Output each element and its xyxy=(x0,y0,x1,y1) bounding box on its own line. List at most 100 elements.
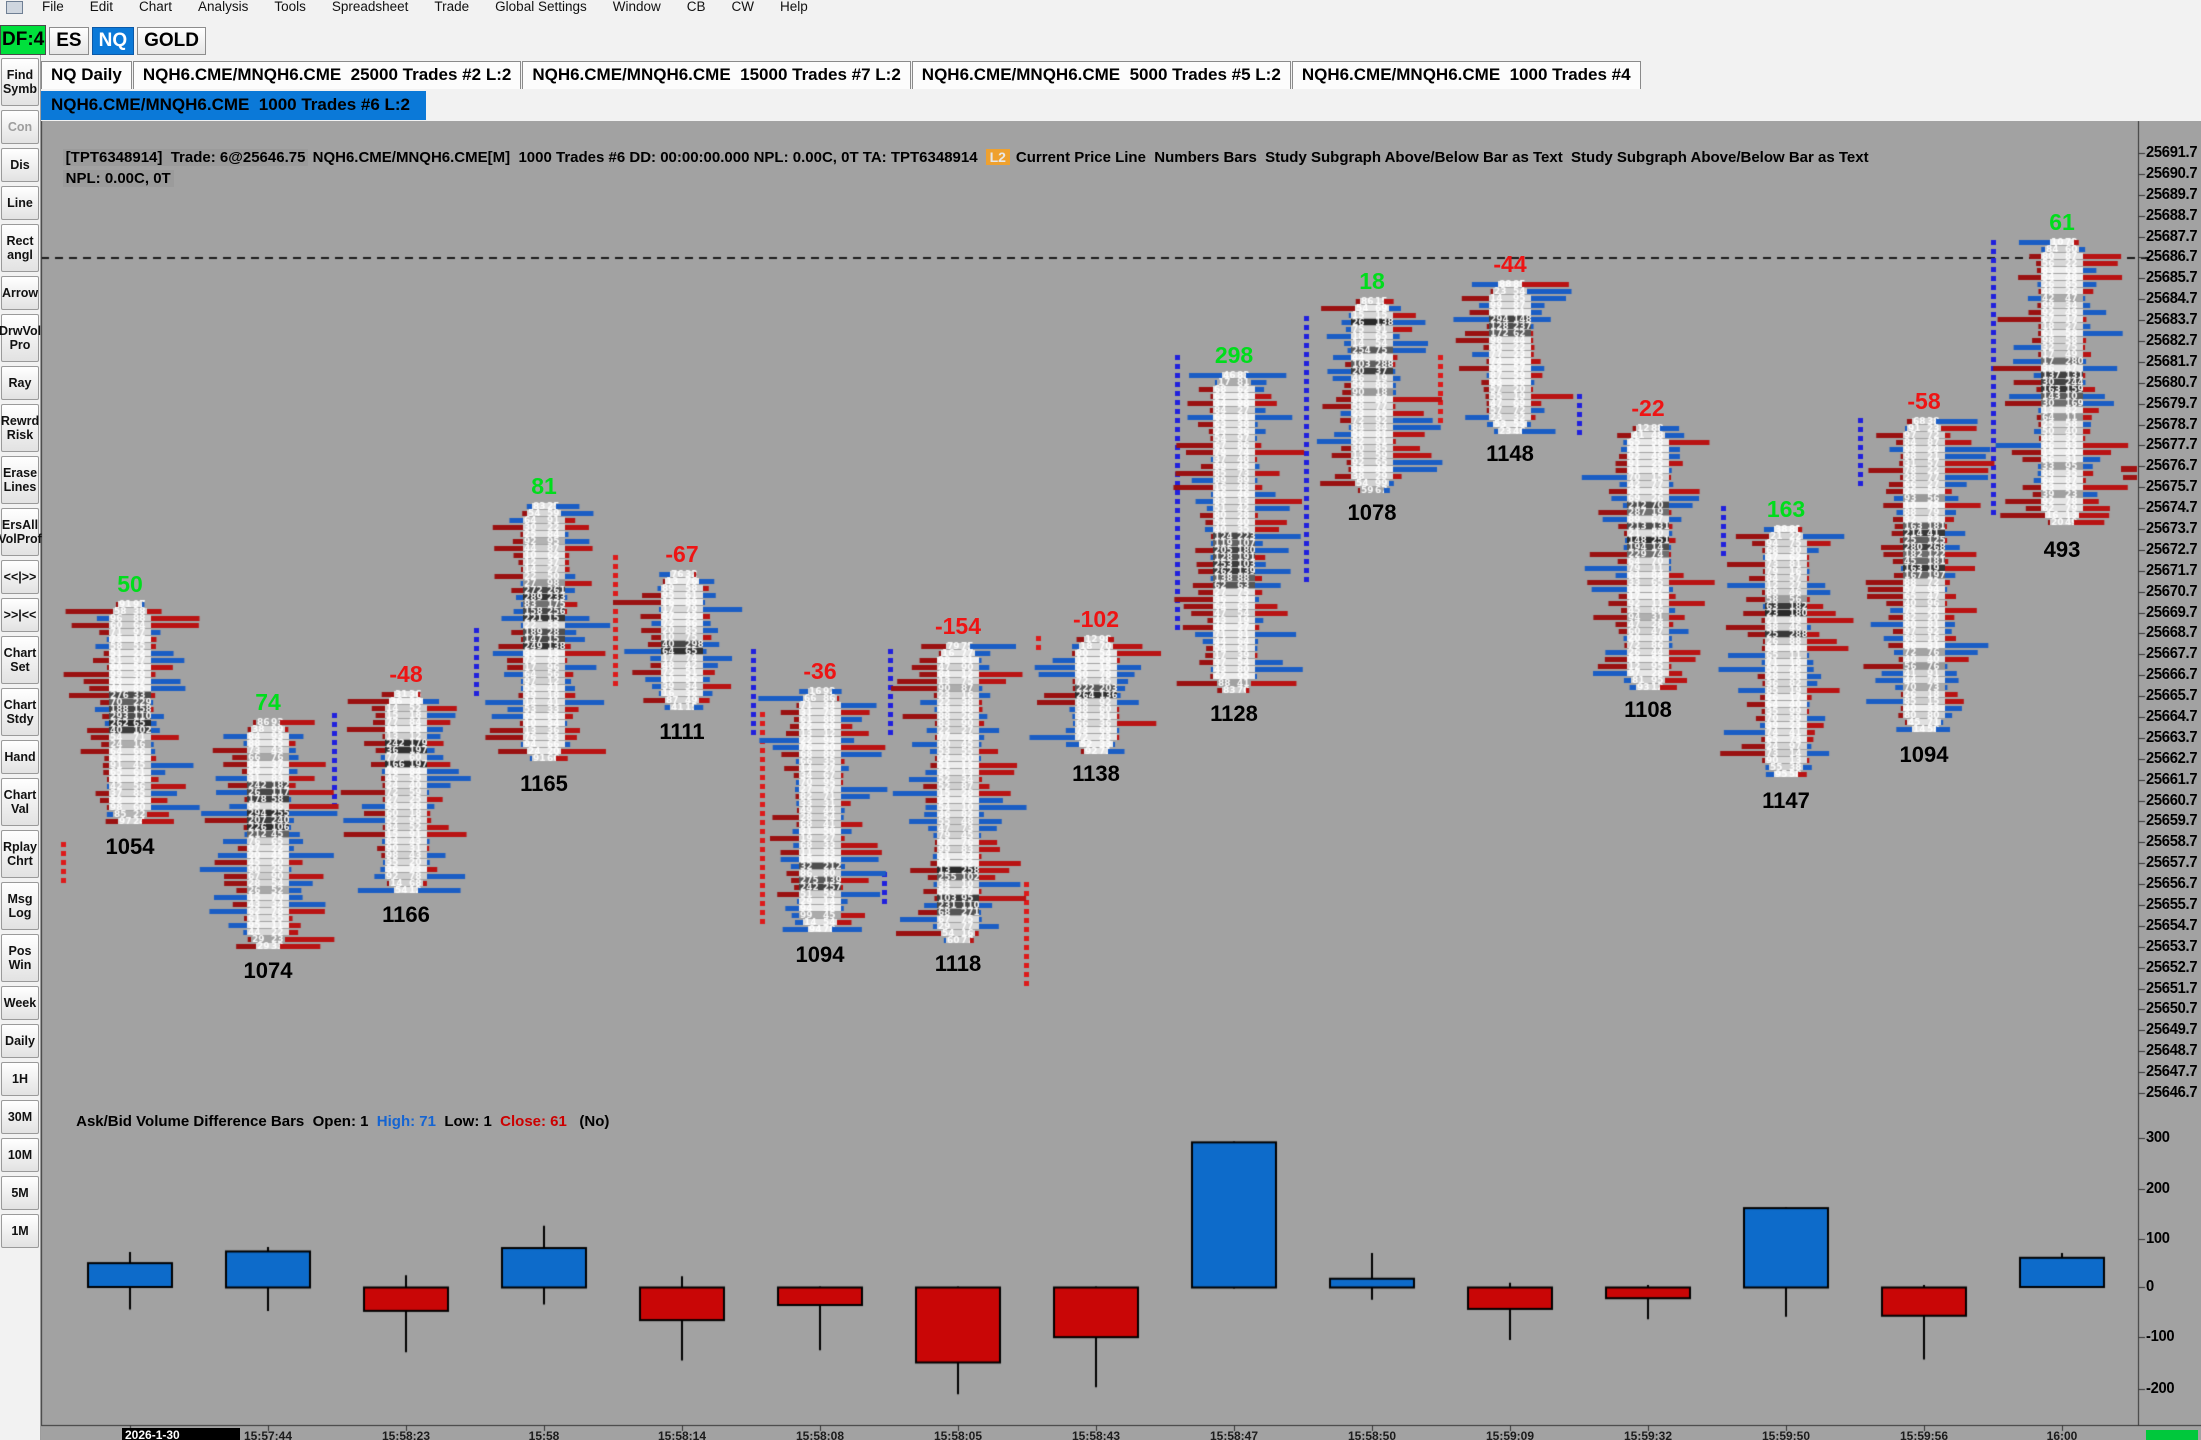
menu-trade[interactable]: Trade xyxy=(434,0,470,14)
sidebar-button-1h[interactable]: 1H xyxy=(1,1062,39,1096)
bar-volume-label: 1138 xyxy=(1072,761,1120,786)
price-axis-label: 25670.7 xyxy=(2146,582,2198,600)
time-label: 15:59:32 xyxy=(1623,1429,1673,1440)
price-axis-label: 25650.7 xyxy=(2146,1000,2198,1018)
price-axis-label: 25683.7 xyxy=(2146,311,2198,329)
time-label: 15:57:44 xyxy=(243,1429,293,1440)
sidebar-button-expand-bars[interactable]: >>|<< xyxy=(1,598,39,632)
price-axis-label: 25669.7 xyxy=(2146,603,2198,621)
chart-tab-4[interactable]: NQH6.CME/MNQH6.CME 5000 Trades #5 L:2 xyxy=(911,61,1291,89)
time-label: 16:00 xyxy=(2046,1429,2078,1440)
menu-chart[interactable]: Chart xyxy=(139,0,173,14)
sidebar-button-rectangle[interactable]: Rect angl xyxy=(1,224,39,272)
menu-tools[interactable]: Tools xyxy=(274,0,306,14)
sidebar-button-arrow[interactable]: Arrow xyxy=(1,276,39,310)
price-axis-label: 25684.7 xyxy=(2146,290,2198,308)
subgraph-open: Open: 1 xyxy=(312,1113,369,1130)
price-axis-label: 25664.7 xyxy=(2146,708,2198,726)
chart-tab-1[interactable]: NQ Daily xyxy=(41,61,132,89)
price-axis-label: 25677.7 xyxy=(2146,436,2198,454)
sidebar-button-week[interactable]: Week xyxy=(1,986,39,1020)
time-label: 15:59:50 xyxy=(1761,1429,1811,1440)
sidebar-button-draw-volume-profile[interactable]: DrwVol Pro xyxy=(0,314,41,362)
sidebar-button-connect[interactable]: Con xyxy=(1,110,39,144)
price-axis-label: 25675.7 xyxy=(2146,478,2198,496)
chart-tab-5[interactable]: NQH6.CME/MNQH6.CME 1000 Trades #4 xyxy=(1291,61,1641,89)
sidebar-button-compress-bars[interactable]: <<|>> xyxy=(1,560,39,594)
bar-delta-label: 18 xyxy=(1359,268,1385,294)
chart-tab-active[interactable]: NQH6.CME/MNQH6.CME 1000 Trades #6 L:2 xyxy=(41,90,427,120)
price-axis-label: 25666.7 xyxy=(2146,666,2198,684)
sidebar-button-hand[interactable]: Hand xyxy=(1,740,39,774)
symbol-tab-nq[interactable]: NQ xyxy=(91,27,135,55)
bar-volume-label: 1078 xyxy=(1347,500,1397,525)
chartbook-badge[interactable]: DF:4 xyxy=(0,25,47,55)
bar-delta-label: 163 xyxy=(1766,496,1806,522)
bar-volume-label: 493 xyxy=(2043,537,2081,562)
menu-cb[interactable]: CB xyxy=(686,0,706,14)
sidebar-button-erase-all-volume-profiles[interactable]: ErsAll VolProf xyxy=(0,508,42,556)
bar-volume-label: 1074 xyxy=(243,958,293,983)
sidebar-button-find-symbol[interactable]: Find Symb xyxy=(1,58,39,106)
price-axis-label: 25663.7 xyxy=(2146,728,2198,746)
menu-analysis[interactable]: Analysis xyxy=(198,0,249,14)
subgraph-last-value-badge xyxy=(2146,1430,2198,1440)
sidebar-button-chart-values[interactable]: Chart Val xyxy=(1,778,39,826)
sidebar-button-replay-chart[interactable]: Rplay Chrt xyxy=(1,830,39,878)
sidebar-button-erase-lines[interactable]: Erase Lines xyxy=(1,456,39,504)
time-label: 15:58:08 xyxy=(795,1429,845,1440)
price-axis-label: 25668.7 xyxy=(2146,624,2198,642)
sidebar-button-1m[interactable]: 1M xyxy=(1,1214,39,1248)
chart-header-line-1: [TPT6348914] Trade: 6@25646.75 NQH6.CME/… xyxy=(46,132,1869,183)
price-axis-label: 25660.7 xyxy=(2146,791,2198,809)
price-axis-label: 25672.7 xyxy=(2146,540,2198,558)
menu-file[interactable]: File xyxy=(42,0,64,14)
sidebar-button-reward-risk[interactable]: Rewrd Risk xyxy=(1,404,39,452)
symbol-tab-es[interactable]: ES xyxy=(49,27,89,55)
subgraph-header: Ask/Bid Volume Difference Bars Open: 1 H… xyxy=(60,1096,609,1147)
subgraph-high: High: 71 xyxy=(376,1113,436,1130)
bar-volume-label: 1128 xyxy=(1210,701,1258,726)
bar-delta-label: -44 xyxy=(1493,251,1527,277)
menu-window[interactable]: Window xyxy=(612,0,661,14)
sidebar-button-disconnect[interactable]: Dis xyxy=(1,148,39,182)
price-axis-label: 25662.7 xyxy=(2146,749,2198,767)
bar-volume-label: 1118 xyxy=(934,951,982,976)
price-axis-label: 25681.7 xyxy=(2146,352,2198,370)
time-label: 15:58:43 xyxy=(1071,1429,1121,1440)
sidebar-button-ray[interactable]: Ray xyxy=(1,366,39,400)
sidebar-button-line[interactable]: Line xyxy=(1,186,39,220)
subgraph-extra: (No) xyxy=(579,1113,610,1130)
menu-edit[interactable]: Edit xyxy=(89,0,114,14)
menu-spreadsheet[interactable]: Spreadsheet xyxy=(331,0,409,14)
price-axis-label: 25671.7 xyxy=(2146,561,2198,579)
subgraph-axis-label: -200 xyxy=(2146,1380,2175,1397)
sidebar-button-message-log[interactable]: Msg Log xyxy=(1,882,39,930)
sidebar-button-10m[interactable]: 10M xyxy=(1,1138,39,1172)
chart-tab-2[interactable]: NQH6.CME/MNQH6.CME 25000 Trades #2 L:2 xyxy=(132,61,522,89)
sidebar-button-30m[interactable]: 30M xyxy=(1,1100,39,1134)
subgraph-axis-label: 200 xyxy=(2146,1180,2170,1197)
price-axis-label: 25682.7 xyxy=(2146,332,2198,349)
price-axis-label: 25679.7 xyxy=(2146,394,2198,412)
chart-tabs-row-1: NQ Daily NQH6.CME/MNQH6.CME 25000 Trades … xyxy=(41,55,2201,90)
menu-global-settings[interactable]: Global Settings xyxy=(495,0,587,14)
menu-bar: File Edit Chart Analysis Tools Spreadsheet Tra… xyxy=(0,0,2201,14)
bar-delta-label: -36 xyxy=(803,658,837,684)
price-axis-label: 25688.7 xyxy=(2146,206,2198,224)
sidebar-button-chart-settings[interactable]: Chart Set xyxy=(1,636,39,684)
sidebar-button-chart-studies[interactable]: Chart Stdy xyxy=(1,688,39,736)
sidebar-button-5m[interactable]: 5M xyxy=(1,1176,39,1210)
price-axis-label: 25686.7 xyxy=(2146,248,2198,266)
menu-help[interactable]: Help xyxy=(780,0,808,14)
price-axis-label: 25687.7 xyxy=(2146,227,2198,245)
symbol-tab-gold[interactable]: GOLD xyxy=(137,27,206,55)
sidebar-button-daily[interactable]: Daily xyxy=(1,1024,39,1058)
menu-cw[interactable]: CW xyxy=(731,0,755,14)
study-list: Current Price Line Numbers Bars Study Su… xyxy=(1015,149,1869,166)
bar-delta-label: -154 xyxy=(934,613,982,639)
chart-tab-3[interactable]: NQH6.CME/MNQH6.CME 15000 Trades #7 L:2 xyxy=(522,61,911,89)
subgraph-low: Low: 1 xyxy=(444,1113,492,1130)
sidebar-button-position-window[interactable]: Pos Win xyxy=(1,934,39,982)
